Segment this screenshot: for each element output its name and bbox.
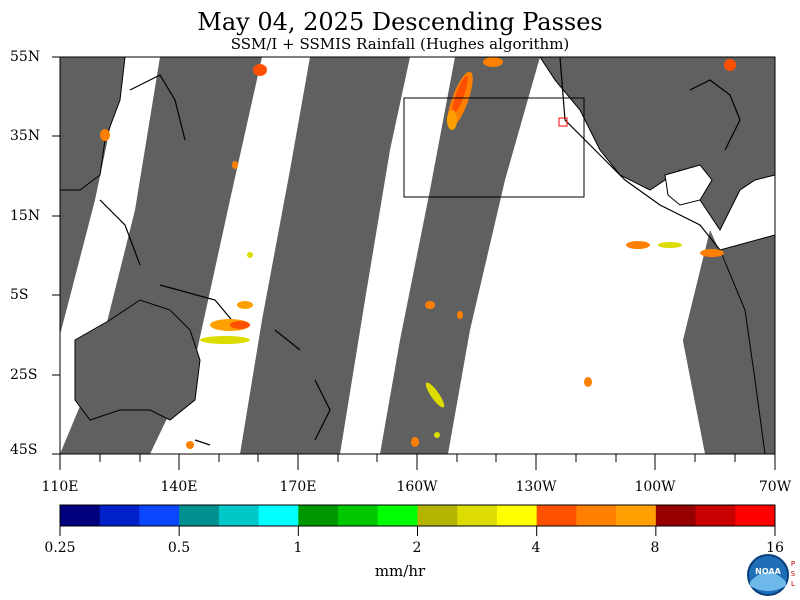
lat-label-5s: 5S [10, 287, 29, 303]
colorbar-swatch [655, 505, 697, 526]
location-marker [558, 117, 568, 127]
colorbar-swatch [417, 505, 458, 526]
svg-text:P: P [791, 560, 795, 568]
svg-text:L: L [791, 580, 795, 588]
colorbar-swatch [139, 505, 180, 526]
colorbar-swatch [377, 505, 418, 526]
colorbar-swatch [218, 505, 260, 526]
colorbar-swatch [496, 505, 538, 526]
colorbar-swatch [616, 505, 657, 526]
colorbar [59, 504, 776, 536]
map-title: May 04, 2025 Descending Passes [197, 8, 603, 36]
gulf-of-mexico [664, 164, 713, 206]
australia-land [74, 299, 201, 421]
colorbar-swatch [338, 505, 379, 526]
colorbar-swatch [695, 505, 736, 526]
colorbar-swatch [536, 505, 577, 526]
lat-ticks [52, 56, 60, 455]
lon-label-160w: 160W [396, 479, 438, 495]
asia-land [60, 57, 126, 191]
lon-label-140e: 140E [160, 479, 198, 495]
colorbar-label-2: 2 [412, 540, 422, 556]
colorbar-swatch [457, 505, 498, 526]
colorbar-swatch [735, 505, 776, 526]
colorbar-swatch [576, 505, 617, 526]
colorbar-label-0-5: 0.5 [167, 540, 191, 556]
coastline [559, 57, 741, 251]
colorbar-label-8: 8 [650, 540, 660, 556]
colorbar-label-16: 16 [766, 540, 784, 556]
colorbar-swatch [99, 505, 140, 526]
colorbar-label-1: 1 [293, 540, 303, 556]
svg-text:S: S [791, 570, 796, 578]
colorbar-units: mm/hr [374, 562, 426, 580]
colorbar-swatch [298, 505, 339, 526]
colorbar-label-0-25: 0.25 [44, 540, 76, 556]
swath-gap [150, 57, 310, 454]
lon-label-130w: 130W [515, 479, 557, 495]
lon-ticks [59, 454, 776, 470]
lon-label-110e: 110E [41, 479, 79, 495]
south-america-land [719, 234, 775, 454]
swath-gap [340, 57, 455, 454]
swath-gap [650, 300, 705, 454]
lat-label-45s: 45S [10, 442, 38, 458]
colorbar-label-4: 4 [531, 540, 541, 556]
lat-label-55n: 55N [10, 49, 41, 65]
swath-gap [578, 160, 638, 454]
region-box [403, 97, 585, 198]
coastline [99, 74, 331, 446]
colorbar-swatch [258, 505, 299, 526]
colorbar-swatch [60, 505, 101, 526]
lat-label-35n: 35N [10, 128, 41, 144]
lon-label-170e: 170E [279, 479, 317, 495]
lat-label-25s: 25S [10, 367, 38, 383]
lat-label-15n: 15N [10, 208, 41, 224]
lon-label-100w: 100W [634, 479, 676, 495]
svg-text:NOAA: NOAA [755, 567, 781, 576]
colorbar-swatch [179, 505, 220, 526]
map-subtitle: SSM/I + SSMIS Rainfall (Hughes algorithm… [230, 35, 570, 53]
lon-label-70w: 70W [758, 479, 792, 495]
rain-cells [100, 57, 736, 449]
noaa-logo: NOAA P S L [747, 554, 796, 596]
